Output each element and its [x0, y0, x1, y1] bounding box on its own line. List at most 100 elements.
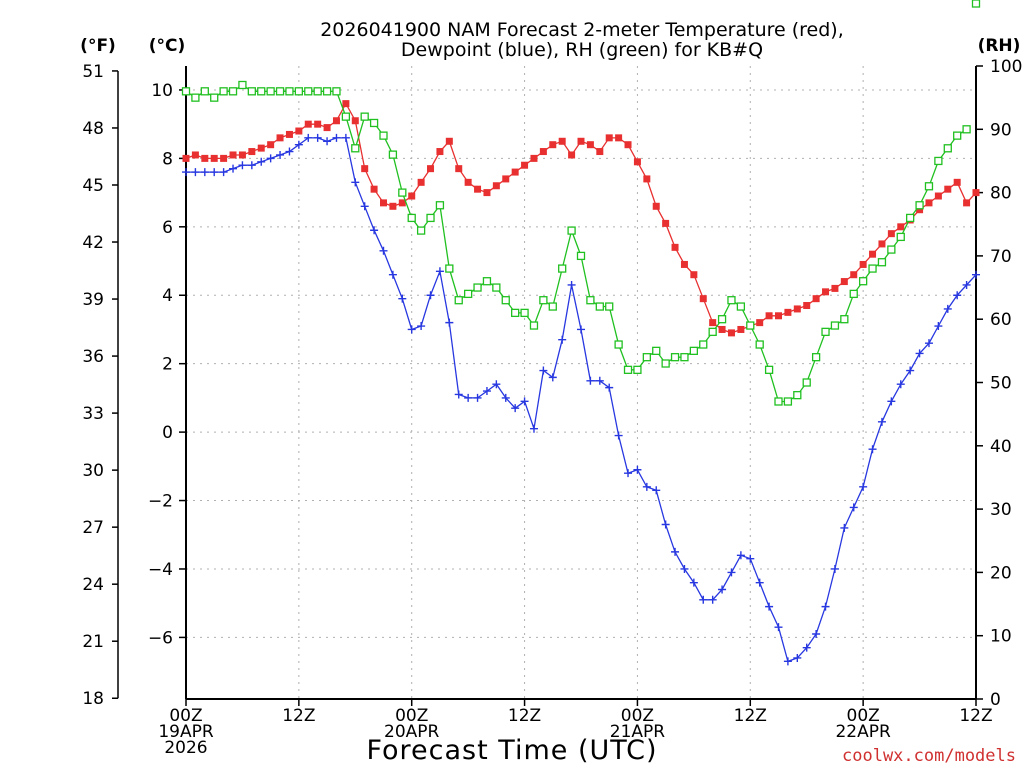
temperature-point — [690, 271, 698, 279]
x-axis-label: Forecast Time (UTC) — [366, 735, 657, 766]
fahrenheit-tick-label: 21 — [82, 632, 104, 652]
rh-point — [247, 87, 256, 96]
rh-point — [548, 302, 557, 311]
dewpoint-point — [454, 390, 463, 399]
fahrenheit-tick-label: 18 — [82, 689, 104, 709]
rh-point — [351, 144, 360, 153]
x-tick-label: 00Z — [395, 706, 428, 726]
dewpoint-point — [736, 551, 745, 560]
rh-tick-label: 0 — [990, 690, 1001, 710]
dewpoint-point — [285, 147, 294, 156]
dewpoint-point — [586, 376, 595, 385]
rh-point — [623, 365, 633, 374]
rh-unit-label: (RH) — [978, 36, 1021, 56]
celsius-tick-label: −2 — [148, 492, 173, 512]
rh-point — [482, 277, 492, 286]
temperature-point — [267, 141, 275, 149]
dewpoint-point — [219, 168, 228, 177]
dewpoint-point — [360, 202, 369, 211]
rh-point — [454, 296, 463, 305]
temperature-point — [191, 151, 199, 159]
rh-point — [322, 87, 332, 96]
celsius-tick-label: 0 — [162, 423, 173, 443]
rh-point — [689, 346, 699, 356]
temperature-point — [539, 148, 547, 156]
fahrenheit-tick-label: 39 — [82, 290, 104, 310]
temperature-point — [521, 161, 529, 169]
rh-point — [717, 315, 727, 324]
fahrenheit-unit-label: (°F) — [80, 36, 116, 56]
temperature-point — [878, 240, 886, 248]
rh-point — [821, 327, 830, 337]
rh-point — [868, 264, 877, 273]
temperature-point — [850, 271, 858, 279]
dewpoint-point — [323, 137, 332, 146]
dewpoint-point — [492, 380, 501, 389]
rh-point — [463, 289, 473, 299]
rh-point — [407, 213, 416, 223]
temperature-point — [840, 278, 848, 286]
dewpoint-point — [605, 383, 614, 392]
rh-point — [426, 213, 435, 223]
temperature-point — [427, 165, 435, 173]
temperature-point — [568, 151, 576, 159]
fahrenheit-tick-label: 42 — [82, 233, 104, 253]
temperature-point — [511, 168, 519, 176]
rh-point — [576, 251, 586, 261]
rh-point — [332, 87, 341, 96]
temperature-point — [671, 243, 679, 251]
dewpoint-point — [332, 133, 341, 142]
rh-point — [811, 353, 821, 362]
temperature-point — [304, 120, 312, 128]
temperature-point — [464, 178, 472, 186]
rh-point — [445, 264, 454, 273]
temperature-point — [229, 151, 237, 159]
temperature-point — [332, 117, 340, 125]
rh-point — [341, 112, 351, 121]
dewpoint-point — [906, 366, 915, 375]
dewpoint-point — [633, 465, 642, 474]
rh-tick-label: 90 — [990, 120, 1012, 140]
rh-tick-label: 20 — [990, 563, 1012, 583]
dewpoint-point — [539, 366, 548, 375]
temperature-point — [633, 158, 641, 166]
rh-point — [511, 308, 520, 318]
dewpoint-point — [859, 482, 868, 491]
temperature-point — [897, 223, 905, 231]
rh-point — [896, 232, 905, 242]
dewpoint-point — [370, 226, 379, 235]
temperature-point — [530, 154, 538, 162]
rh-tick-label: 70 — [990, 247, 1012, 267]
rh-line — [185, 84, 967, 403]
temperature-point — [398, 199, 406, 207]
rh-point — [971, 0, 981, 8]
dewpoint-point — [652, 486, 661, 495]
dewpoint-point — [849, 503, 858, 512]
temperature-point — [351, 117, 359, 125]
temperature-point — [624, 141, 632, 149]
celsius-tick-label: 2 — [162, 355, 173, 375]
rh-point — [924, 182, 934, 191]
dewpoint-point — [238, 161, 247, 170]
temperature-point — [389, 202, 397, 210]
temperature-point — [502, 175, 510, 183]
credit-text: coolwx.com/models — [842, 746, 1016, 766]
temperature-point — [295, 127, 303, 135]
rh-point — [793, 391, 802, 400]
temperature-point — [944, 185, 952, 193]
temperature-point — [455, 165, 463, 173]
dewpoint-series — [182, 133, 980, 666]
dewpoint-point — [417, 322, 426, 331]
dewpoint-point — [567, 280, 576, 289]
temperature-point — [643, 175, 651, 183]
temperature-point — [737, 325, 745, 333]
temperature-point — [803, 302, 811, 310]
temperature-point — [380, 199, 387, 207]
rh-point — [755, 340, 764, 349]
rh-point — [605, 302, 614, 311]
temperature-point — [257, 144, 265, 152]
dewpoint-point — [529, 424, 538, 433]
rh-point — [520, 308, 529, 318]
dewpoint-point — [793, 653, 802, 662]
